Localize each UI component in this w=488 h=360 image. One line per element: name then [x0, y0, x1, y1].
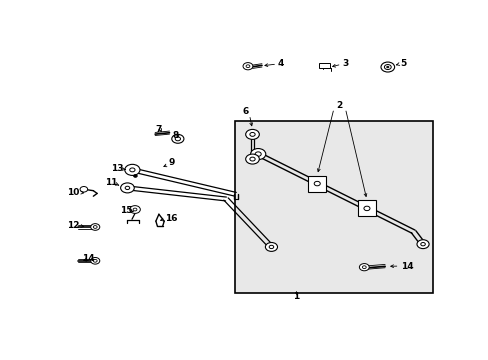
Circle shape — [93, 260, 97, 262]
Circle shape — [249, 157, 255, 161]
Circle shape — [420, 243, 425, 246]
Text: 2: 2 — [336, 101, 342, 110]
Circle shape — [250, 149, 265, 159]
Circle shape — [268, 245, 273, 249]
Circle shape — [245, 129, 259, 139]
Circle shape — [265, 243, 277, 251]
Text: 15: 15 — [120, 206, 132, 215]
Text: 10: 10 — [67, 188, 79, 197]
Circle shape — [359, 264, 368, 271]
Text: 1: 1 — [292, 292, 299, 301]
Bar — [319, 63, 329, 68]
Text: 11: 11 — [105, 178, 117, 187]
Text: 12: 12 — [67, 221, 79, 230]
Text: 6: 6 — [243, 107, 249, 116]
Circle shape — [249, 132, 255, 136]
Text: 4: 4 — [277, 59, 284, 68]
Circle shape — [133, 208, 137, 211]
Text: 16: 16 — [165, 214, 178, 223]
Circle shape — [90, 224, 100, 230]
Circle shape — [416, 240, 428, 249]
Text: 13: 13 — [111, 164, 123, 173]
Circle shape — [175, 137, 180, 141]
Circle shape — [245, 65, 249, 68]
Circle shape — [245, 154, 259, 164]
Circle shape — [363, 206, 369, 211]
Bar — [307, 176, 325, 192]
Circle shape — [362, 266, 366, 269]
Circle shape — [93, 226, 97, 228]
Circle shape — [129, 206, 140, 213]
Text: 14: 14 — [400, 262, 412, 271]
Circle shape — [384, 64, 390, 69]
Circle shape — [171, 134, 183, 143]
Bar — [357, 201, 375, 216]
Text: 7: 7 — [155, 125, 162, 134]
Text: 9: 9 — [168, 158, 175, 167]
Text: 14: 14 — [82, 254, 95, 263]
Circle shape — [243, 63, 252, 70]
Circle shape — [80, 186, 87, 192]
Circle shape — [129, 168, 135, 172]
Circle shape — [121, 183, 134, 193]
Text: 8: 8 — [172, 131, 178, 140]
Circle shape — [386, 66, 388, 68]
Circle shape — [124, 164, 140, 175]
Circle shape — [133, 175, 137, 177]
Circle shape — [380, 62, 394, 72]
Text: 5: 5 — [400, 59, 406, 68]
Text: 3: 3 — [342, 59, 348, 68]
Circle shape — [125, 186, 129, 190]
Circle shape — [314, 181, 320, 186]
Bar — [235, 121, 432, 293]
Circle shape — [90, 257, 100, 264]
Circle shape — [255, 152, 261, 156]
